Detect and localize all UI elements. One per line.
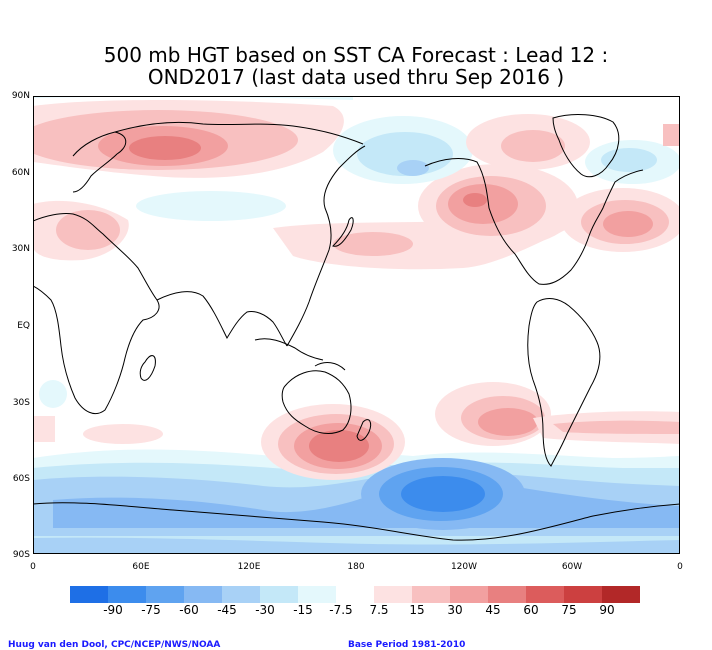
map-frame [33,96,680,554]
coast-madagascar [139,355,156,381]
colorbar-label: -90 [103,603,123,617]
colorbar-swatch [526,586,564,603]
coast-europe-africa [33,213,160,414]
map-title-line-2: OND2017 (last data used thru Sep 2016 ) [147,65,565,89]
colorbar-swatch [412,586,450,603]
colorbar-label: 15 [409,603,425,617]
coast-new-guinea [314,362,346,371]
coast-antarctica [33,502,680,541]
colorbar-label: -7.5 [329,603,353,617]
colorbar-swatch [184,586,222,603]
coast-new-zealand [356,419,372,441]
coast-east-asia [286,145,366,347]
map-title-line-1: 500 mb HGT based on SST CA Forecast : Le… [103,43,609,67]
colorbar-swatch [146,586,184,603]
lat-label-60s: 60S [12,474,30,484]
colorbar-swatch [602,586,640,603]
colorbar-swatch [336,586,374,603]
colorbar-swatch [70,586,108,603]
colorbar-label: -75 [141,603,161,617]
coast-australia [281,370,352,434]
coast-greenland [552,114,620,178]
sh-positive-anomalies [33,380,680,480]
lon-label-180: 180 [347,562,365,572]
anomaly-map [33,96,680,554]
colorbar-label: -30 [255,603,275,617]
footer-credit: Huug van den Dool, CPC/NCEP/NWS/NOAA [8,640,221,650]
coast-japan [332,217,354,247]
coast-indonesia [254,338,324,361]
lat-label-30n: 30N [11,244,30,254]
lat-label-eq: EQ [17,321,30,331]
colorbar-swatch [564,586,602,603]
coast-arabia-india [156,291,288,347]
colorbar-label: -60 [179,603,199,617]
lon-label-0-east: 0 [677,562,683,572]
lat-label-90s: 90S [12,550,30,560]
colorbar-swatch [298,586,336,603]
coastlines [33,114,680,541]
coast-north-america [424,158,644,285]
coast-arctic-asia [114,121,364,145]
colorbar-label: 60 [523,603,539,617]
lon-label-120e: 120E [237,562,261,572]
colorbar-swatch [374,586,412,603]
lon-label-0: 0 [30,562,36,572]
colorbar-label: 90 [599,603,615,617]
colorbar-swatch [488,586,526,603]
footer-base-period: Base Period 1981-2010 [348,640,466,650]
colorbar-label: 7.5 [369,603,389,617]
colorbar-label: 30 [447,603,463,617]
lat-label-60n: 60N [11,168,30,178]
colorbar-swatch [260,586,298,603]
lon-label-60e: 60E [132,562,150,572]
lon-label-120w: 120W [450,562,478,572]
nh-anomalies [33,96,680,270]
coast-south-america [527,298,601,467]
colorbar-swatch [222,586,260,603]
colorbar-swatch [108,586,146,603]
colorbar-label: 75 [561,603,577,617]
colorbar-swatch [450,586,488,603]
colorbar-label: -45 [217,603,237,617]
coast-scandinavia [72,131,127,193]
colorbar-label: -15 [293,603,313,617]
lat-label-30s: 30S [12,398,30,408]
southern-ocean-negative-anomaly [33,449,680,554]
colorbar-label: 45 [485,603,501,617]
lat-label-90n: 90N [11,91,30,101]
colorbar [70,586,640,603]
lon-label-60w: 60W [561,562,583,572]
